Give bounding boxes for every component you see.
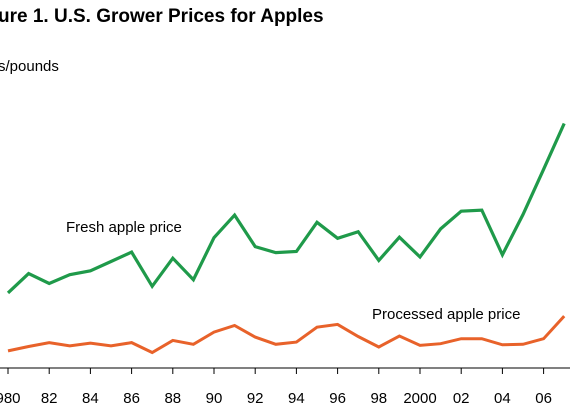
series-label-processed: Processed apple price [372, 306, 520, 323]
series-label-fresh: Fresh apple price [66, 219, 182, 236]
chart-title: ure 1. U.S. Grower Prices for Apples [0, 6, 324, 27]
series-layer [6, 122, 566, 355]
x-tick-label: 96 [329, 390, 346, 407]
x-tick-label: 06 [535, 390, 552, 407]
x-tick-label: 94 [288, 390, 305, 407]
x-tick-label: 2000 [403, 390, 436, 407]
x-tick-label: 04 [494, 390, 511, 407]
y-axis-unit-label: s/pounds [0, 58, 59, 75]
x-tick-label: 98 [370, 390, 387, 407]
series-line-processed [7, 315, 566, 355]
x-axis-ticks: 980 82 84 86 88 90 92 94 96 98 2000 02 04 06 [0, 368, 552, 407]
x-tick-label: 92 [247, 390, 264, 407]
series-line-fresh [6, 122, 566, 295]
x-tick-label: 02 [453, 390, 470, 407]
x-tick-label: 86 [123, 390, 140, 407]
x-tick-label: 82 [41, 390, 58, 407]
x-tick-label: 90 [206, 390, 223, 407]
x-tick-label: 84 [82, 390, 99, 407]
x-tick-label: 88 [164, 390, 181, 407]
x-tick-label: 980 [0, 390, 21, 407]
